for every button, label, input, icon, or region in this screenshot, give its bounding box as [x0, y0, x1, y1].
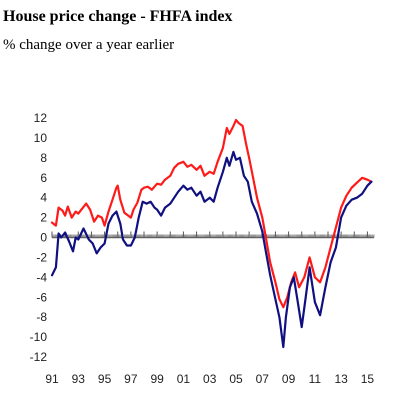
series-line-red [50, 118, 373, 309]
x-tick-label: 01 [177, 372, 191, 386]
x-tick-label: 15 [361, 372, 375, 386]
y-tick-label: 12 [34, 111, 48, 125]
y-tick-label: 4 [40, 191, 47, 205]
y-tick-label: 0 [40, 231, 47, 245]
x-tick-label: 07 [256, 372, 270, 386]
chart-subtitle: % change over a year earlier [3, 37, 175, 53]
x-tick-label: 05 [229, 372, 243, 386]
x-tick-label: 13 [334, 372, 348, 386]
x-tick-label: 93 [72, 372, 86, 386]
series-layer [50, 118, 373, 349]
chart-title: House price change - FHFA index [3, 8, 233, 25]
x-tick-label: 97 [124, 372, 138, 386]
y-tick-label: -12 [30, 350, 48, 364]
zero-axis [51, 231, 375, 239]
y-axis-labels: 12 10 8 6 4 2 0 -2 -4 -6 -8 -10 -12 [30, 111, 48, 364]
x-axis-labels: 91 93 95 97 99 01 03 05 07 09 11 13 15 [45, 372, 374, 386]
x-tick-label: 03 [203, 372, 217, 386]
x-tick-label: 11 [309, 372, 322, 386]
y-tick-label: -6 [36, 290, 47, 304]
y-tick-label: 2 [40, 211, 47, 225]
y-tick-label: -4 [36, 270, 47, 284]
x-tick-label: 95 [98, 372, 112, 386]
x-tick-label: 09 [282, 372, 296, 386]
y-tick-label: -10 [30, 330, 48, 344]
x-tick-label: 99 [150, 372, 164, 386]
y-tick-label: 6 [40, 171, 47, 185]
series-line-blue [50, 150, 373, 349]
y-tick-label: -2 [36, 250, 47, 264]
y-tick-label: 10 [34, 131, 48, 145]
y-tick-label: 8 [40, 151, 47, 165]
y-tick-label: -8 [36, 310, 47, 324]
x-tick-label: 91 [45, 372, 59, 386]
